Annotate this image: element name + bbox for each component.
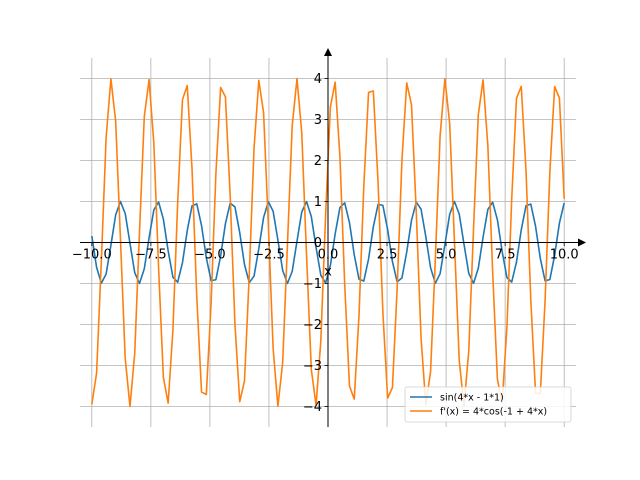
x-tick-label: 7.5 — [495, 248, 516, 263]
x-tick-label: −5.0 — [194, 248, 226, 263]
x-tick-label: −2.5 — [253, 248, 285, 263]
y-tick-label: 3 — [314, 113, 322, 128]
legend-box — [404, 386, 572, 423]
x-tick-label: 2.5 — [377, 248, 398, 263]
x-tick-label: −7.5 — [135, 248, 167, 263]
legend: sin(4*x - 1*1) f'(x) = 4*cos(-1 + 4*x) — [404, 386, 572, 423]
y-tick-label: −3 — [303, 359, 322, 374]
x-tick-label: −10.0 — [72, 248, 112, 263]
x-tick-label: 5.0 — [436, 248, 457, 263]
y-tick-label: 2 — [314, 154, 322, 169]
x-tick-label: 0.0 — [318, 248, 339, 263]
axes — [80, 48, 586, 427]
legend-label-2: f'(x) = 4*cos(-1 + 4*x) — [440, 407, 547, 418]
tick-marks — [91, 78, 565, 407]
x-tick-label: 10.0 — [550, 248, 579, 263]
x-axis-label: x — [324, 265, 332, 280]
y-tick-label: −1 — [303, 277, 322, 292]
y-tick-label: −4 — [303, 400, 322, 415]
legend-label-1: sin(4*x - 1*1) — [440, 393, 504, 404]
y-tick-label: 1 — [314, 195, 322, 210]
x-axis-arrow — [578, 238, 586, 247]
y-tick-label: 4 — [314, 72, 322, 87]
y-tick-label: −2 — [303, 318, 322, 333]
y-tick-label: 0 — [314, 236, 322, 251]
y-axis-arrow — [324, 48, 332, 56]
